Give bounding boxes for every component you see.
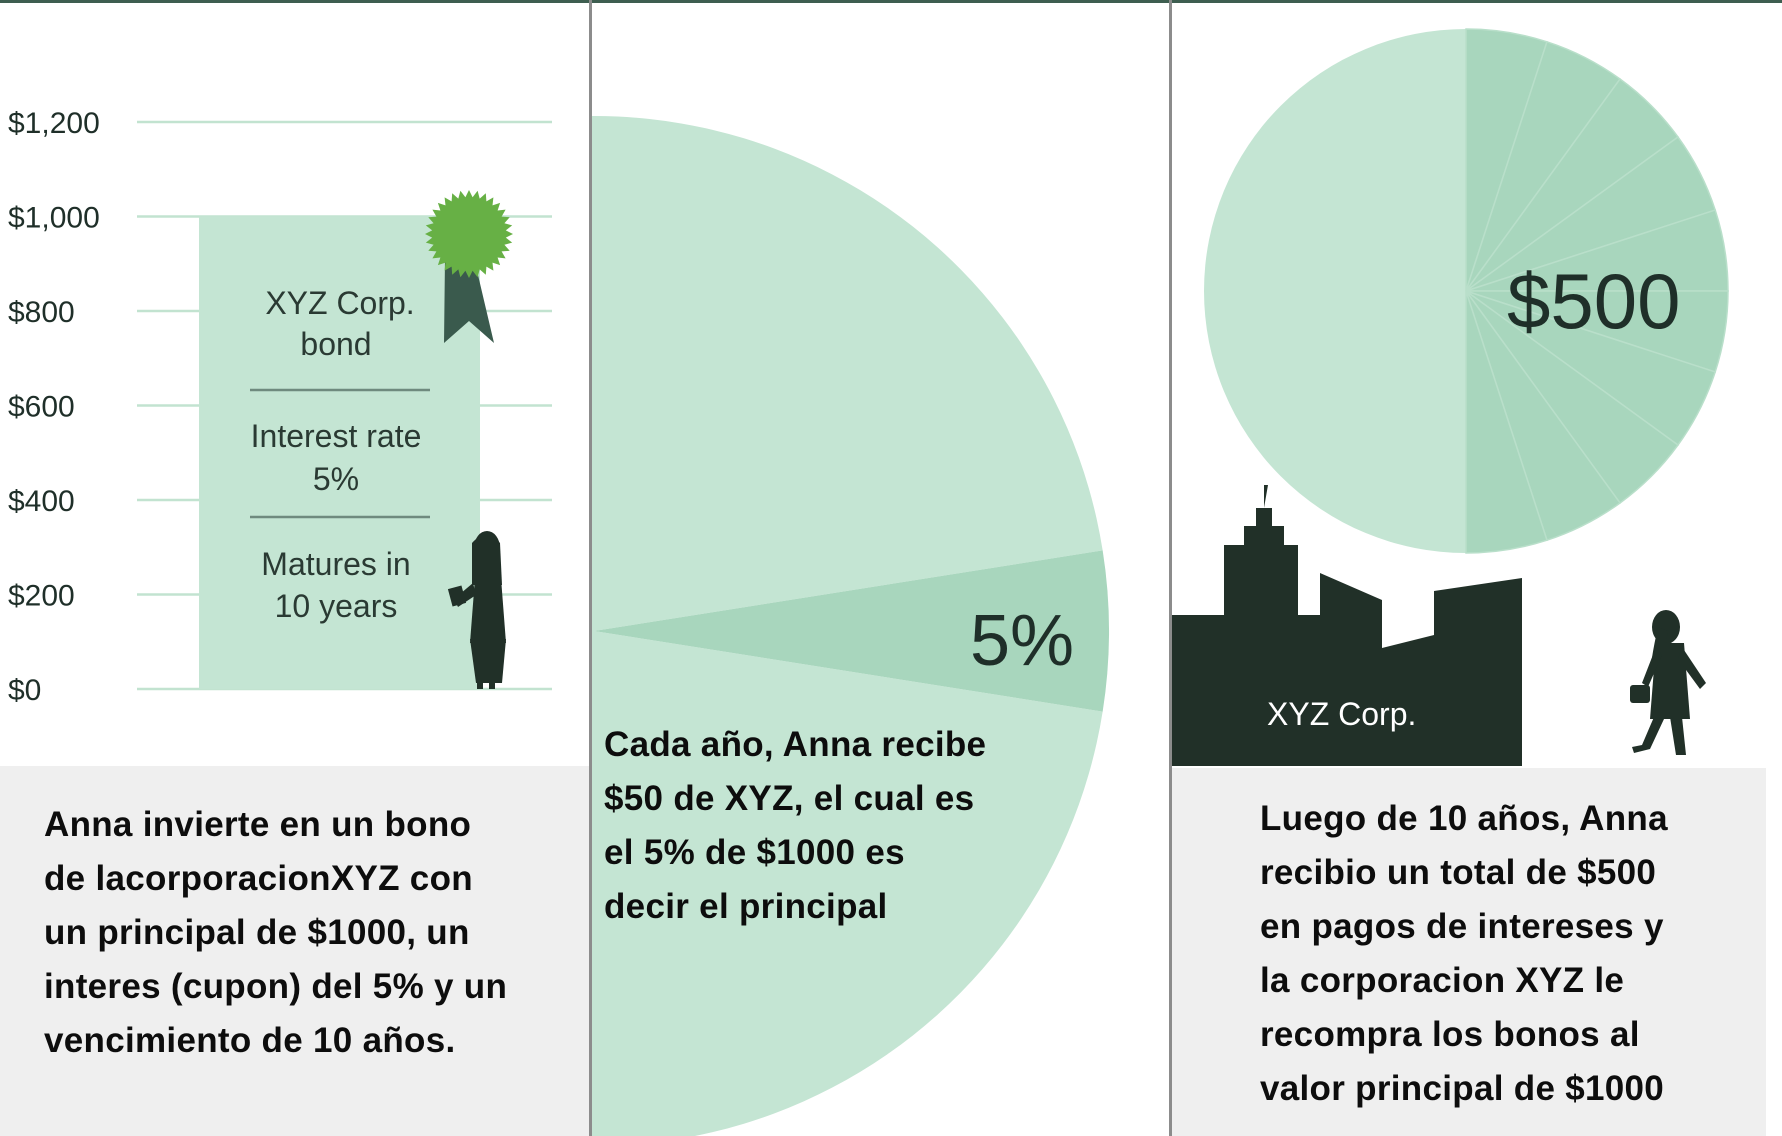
total-interest-pie: $500 XYZ Corp. [1172, 28, 1729, 766]
woman-reading-silhouette-icon [447, 531, 506, 689]
caption-3-line-1: Luego de 10 años, Anna [1260, 799, 1668, 838]
bond-title-line1: XYZ Corp. [265, 285, 414, 321]
city-skyline-icon [1172, 485, 1522, 766]
y-tick-label: $1,200 [8, 107, 100, 140]
bond-rate-line1: Interest rate [251, 418, 422, 454]
pie-slice-interest-label: 5% [970, 601, 1074, 681]
top-rule [0, 0, 1782, 3]
y-tick-label: $600 [8, 391, 75, 424]
caption-3: Luego de 10 años, Anna recibio un total … [1260, 792, 1668, 1116]
caption-1-line-1: Anna invierte en un bono [44, 805, 472, 844]
caption-3-line-2: recibio un total de $500 [1260, 853, 1657, 892]
bond-maturity-line1: Matures in [261, 546, 410, 582]
chart-y-axis: $0 $200 $400 $600 $800 $1,000 $1,200 [8, 107, 100, 707]
bond-value-chart: $0 $200 $400 $600 $800 $1,000 $1,200 XYZ Corp.… [8, 107, 552, 707]
woman-walking-silhouette-icon [1630, 610, 1706, 755]
caption-3-line-6: valor principal de $1000 [1260, 1069, 1665, 1108]
panel-divider-left [589, 0, 592, 1136]
caption-1: Anna invierte en un bono de lacorporacio… [44, 798, 507, 1068]
y-tick-label: $0 [8, 674, 41, 707]
panel-divider-right [1169, 0, 1172, 1136]
panel-annual-interest: 5% Cada año, Anna recibe $50 de XYZ, el … [592, 3, 1169, 1136]
panel-total-return: $500 XYZ Corp. Luego de 10 años, Anna re… [1172, 3, 1782, 1136]
caption-2-line-2: $50 de XYZ, el cual es [604, 779, 975, 818]
caption-1-line-5: vencimiento de 10 años. [44, 1021, 456, 1060]
panel-bond-investment: $0 $200 $400 $600 $800 $1,000 $1,200 XYZ Corp.… [0, 3, 589, 1136]
caption-1-line-3: un principal de $1000, un [44, 913, 470, 952]
caption-1-line-2: de lacorporacionXYZ con [44, 859, 473, 898]
y-tick-label: $400 [8, 485, 75, 518]
bond-title-line2: bond [300, 326, 371, 362]
pie-total [1204, 28, 1729, 554]
annual-interest-pie: 5% [592, 116, 1109, 1136]
y-tick-label: $1,000 [8, 202, 100, 235]
bond-maturity-line2: 10 years [275, 588, 398, 624]
bond-bar [199, 216, 480, 689]
caption-2-line-3: el 5% de $1000 es [604, 833, 905, 872]
caption-3-line-4: la corporacion XYZ le [1260, 961, 1625, 1000]
caption-1-line-4: interes (cupon) del 5% y un [44, 967, 508, 1006]
caption-box-1: Anna invierte en un bono de lacorporacio… [0, 766, 589, 1136]
caption-3-line-3: en pagos de intereses y [1260, 907, 1664, 946]
pie-total-label: $500 [1507, 257, 1681, 345]
caption-2-line-1: Cada año, Anna recibe [604, 725, 987, 764]
building-label: XYZ Corp. [1267, 696, 1416, 732]
pie-slice-interest [594, 550, 1109, 712]
pie-slice-principal [592, 116, 1103, 1136]
caption-box-3: Luego de 10 años, Anna recibio un total … [1172, 768, 1766, 1136]
caption-2: Cada año, Anna recibe $50 de XYZ, el cua… [604, 718, 986, 934]
y-tick-label: $200 [8, 580, 75, 613]
award-ribbon-icon [425, 190, 513, 343]
bond-rate-line2: 5% [313, 461, 359, 497]
caption-2-line-4: decir el principal [604, 887, 888, 926]
y-tick-label: $800 [8, 296, 75, 329]
pie-slice-interest-segment [1465, 290, 1548, 554]
caption-3-line-5: recompra los bonos al [1260, 1015, 1640, 1054]
